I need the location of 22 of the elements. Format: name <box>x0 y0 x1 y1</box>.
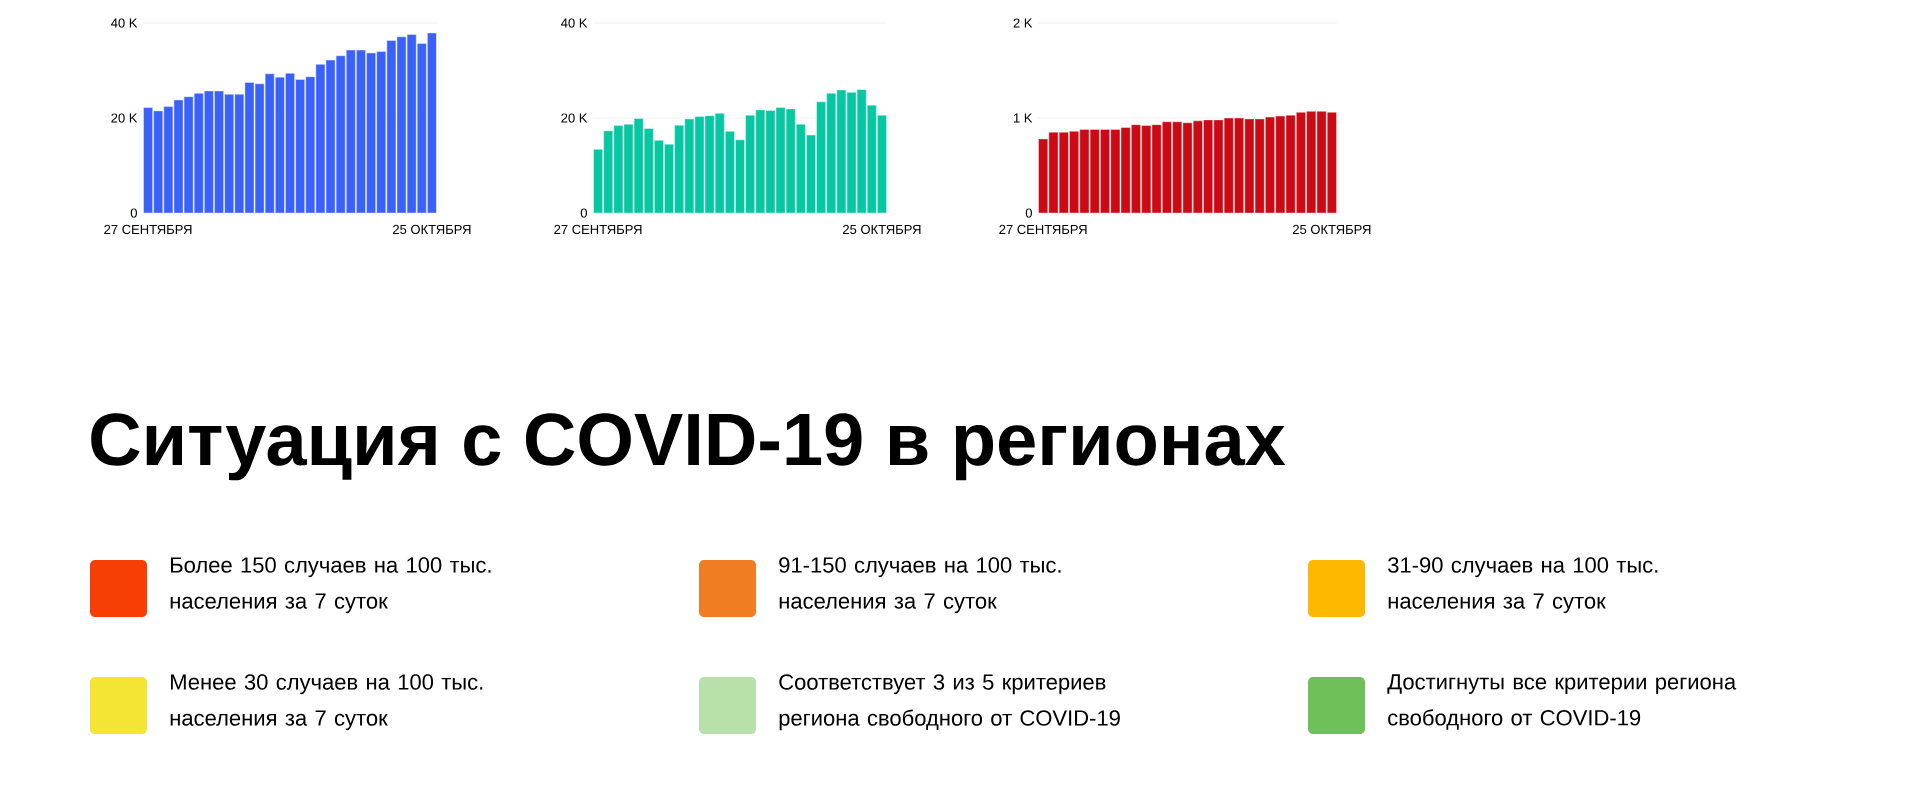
x-tick-label: 27 СЕНТЯБРЯ <box>104 224 192 235</box>
y-tick-label: 40 K <box>111 18 138 28</box>
x-tick-label: 27 СЕНТЯБРЯ <box>554 224 642 235</box>
y-tick-label: 20 K <box>111 113 138 123</box>
x-tick-label: 27 СЕНТЯБРЯ <box>999 224 1087 235</box>
text: Ситуация с COVID-19 в регионах <box>91 413 1286 481</box>
y-tick-label: 40 K <box>561 18 588 28</box>
y-tick-label: 20 K <box>561 113 588 123</box>
category-label: 91-150 случаев на 100 тыс. населения за 7 суток <box>779 557 1061 614</box>
y-tick-label: 1 K <box>1013 113 1033 123</box>
category-label: Более 150 случаев на 100 тыс. населения за 7 суток <box>170 557 491 614</box>
x-tick-label: 25 ОКТЯБРЯ <box>843 224 921 235</box>
y-tick-label: 0 <box>1025 208 1032 218</box>
x-tick-label: 25 ОКТЯБРЯ <box>393 224 471 235</box>
y-tick-label: 2 K <box>1013 18 1033 28</box>
category-label: Достигнуты все критерии региона свободного от COVID-19 <box>1387 674 1737 730</box>
category-label: 31-90 случаев на 100 тыс. населения за 7 суток <box>1388 557 1658 614</box>
category-label: Соответствует 3 из 5 критериев региона свободного от COVID-19 <box>779 674 1120 731</box>
category-label: Менее 30 случаев на 100 тыс. населения за 7 суток <box>170 674 483 731</box>
y-tick-label: 0 <box>580 208 587 218</box>
y-tick-label: 0 <box>130 208 137 218</box>
x-tick-label: 25 ОКТЯБРЯ <box>1292 224 1371 235</box>
